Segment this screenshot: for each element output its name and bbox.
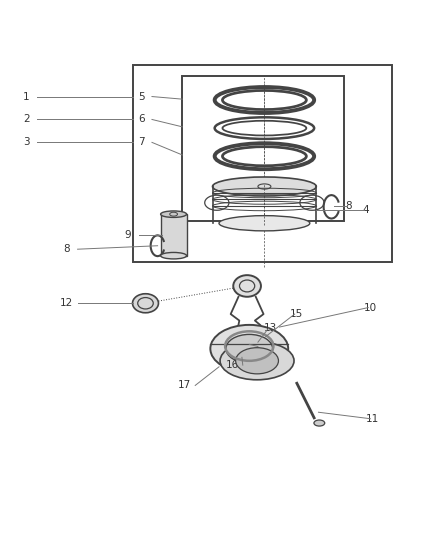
Ellipse shape <box>233 275 261 297</box>
Ellipse shape <box>161 253 187 259</box>
Text: 5: 5 <box>138 92 145 102</box>
Ellipse shape <box>226 334 272 363</box>
Ellipse shape <box>210 325 288 373</box>
Ellipse shape <box>161 211 187 217</box>
Bar <box>182 76 344 221</box>
Ellipse shape <box>212 177 316 196</box>
Ellipse shape <box>314 420 325 426</box>
Ellipse shape <box>219 216 310 231</box>
Text: 9: 9 <box>125 230 131 240</box>
Text: 3: 3 <box>23 138 30 148</box>
Bar <box>161 214 187 256</box>
Text: 12: 12 <box>60 298 74 308</box>
Text: 15: 15 <box>290 309 304 319</box>
Text: 17: 17 <box>178 381 191 390</box>
Text: 7: 7 <box>138 138 145 148</box>
Text: 8: 8 <box>64 244 70 254</box>
Text: 6: 6 <box>138 115 145 125</box>
Ellipse shape <box>220 342 294 380</box>
Text: 10: 10 <box>364 303 377 312</box>
Text: 16: 16 <box>225 360 239 370</box>
Text: 1: 1 <box>23 92 30 102</box>
Text: 4: 4 <box>363 205 369 215</box>
Ellipse shape <box>236 348 279 374</box>
Text: 11: 11 <box>366 414 379 424</box>
Ellipse shape <box>133 294 159 313</box>
Text: 13: 13 <box>264 323 278 333</box>
Text: 14: 14 <box>240 342 254 351</box>
Text: 2: 2 <box>23 115 30 125</box>
Bar <box>133 66 392 262</box>
Text: 8: 8 <box>346 201 352 211</box>
